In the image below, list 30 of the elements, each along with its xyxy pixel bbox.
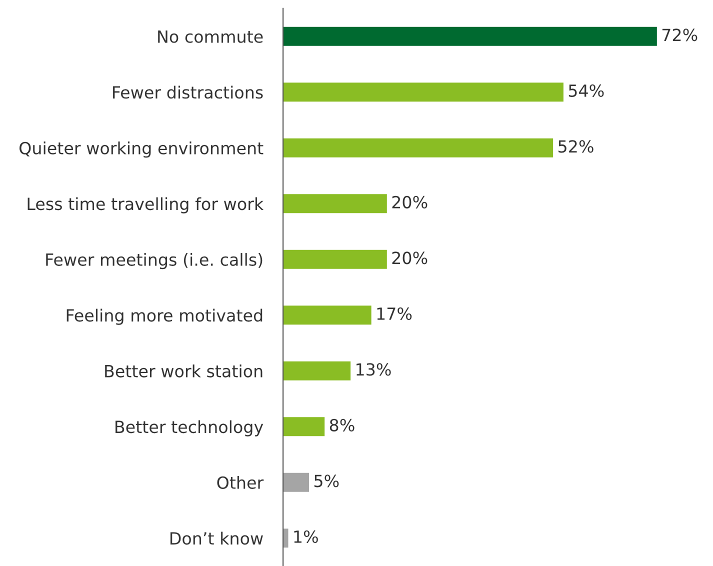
bar <box>283 361 351 380</box>
y-tick-label: Fewer meetings (i.e. calls) <box>46 253 262 270</box>
y-tick-label: Less time travelling for work <box>28 197 264 214</box>
data-label: 20% <box>392 252 428 264</box>
data-label: 8% <box>330 418 354 432</box>
y-tick-label: Don’t know <box>170 532 263 545</box>
bar <box>283 250 387 269</box>
y-tick-label: No commute <box>158 30 263 43</box>
data-label: 17% <box>377 307 412 320</box>
y-tick-label: Fewer distractions <box>113 86 263 99</box>
bar <box>283 306 372 325</box>
data-label: 52% <box>558 140 594 153</box>
y-tick-label: Feeling more motivated <box>66 308 262 325</box>
data-label: 54% <box>568 84 604 97</box>
data-label: 72% <box>662 28 698 42</box>
bar <box>283 138 554 158</box>
y-tick-label: Quieter working environment <box>20 142 264 158</box>
bar <box>283 194 387 214</box>
data-label: 5% <box>314 474 339 488</box>
data-label: 20% <box>392 196 428 208</box>
bar <box>283 528 288 548</box>
data-label: 13% <box>356 363 391 376</box>
y-tick-label: Better work station <box>105 364 262 378</box>
y-tick-label: Better technology <box>116 420 264 436</box>
bar <box>283 26 657 46</box>
bar <box>283 82 564 102</box>
data-label: 1% <box>294 530 318 543</box>
y-tick-label: Other <box>217 476 264 489</box>
bar <box>283 472 310 492</box>
bar <box>283 417 325 436</box>
